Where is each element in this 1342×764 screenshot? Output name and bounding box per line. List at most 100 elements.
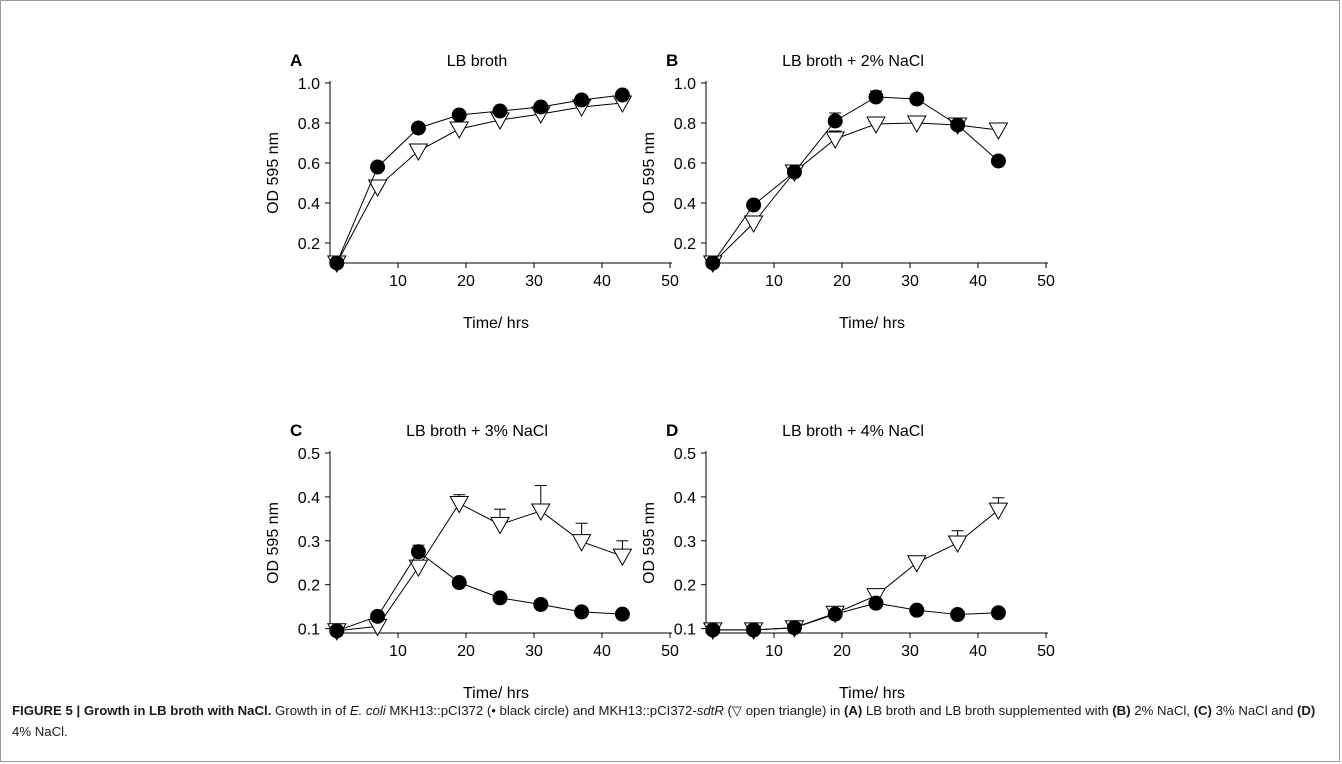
data-point-circle — [574, 604, 590, 620]
x-tick-label: 10 — [765, 273, 783, 290]
data-point-circle — [950, 607, 966, 623]
y-tick-label: 0.2 — [674, 578, 696, 595]
data-point-triangle — [530, 503, 551, 521]
x-tick-label: 30 — [525, 643, 543, 660]
data-point-circle — [827, 113, 843, 129]
x-tick-label: 50 — [1037, 273, 1055, 290]
y-tick-label: 0.5 — [298, 446, 320, 463]
y-tick-label: 0.3 — [298, 534, 320, 551]
data-point-circle — [370, 608, 386, 624]
x-tick-label: 50 — [661, 273, 679, 290]
x-tick-label: 40 — [593, 643, 611, 660]
data-point-circle — [533, 99, 549, 115]
series-line — [712, 122, 999, 264]
data-point-triangle — [408, 143, 429, 162]
caption-panel-ref: (A) — [843, 703, 863, 718]
x-tick-label: 30 — [901, 643, 919, 660]
y-tick-label: 0.5 — [674, 446, 696, 463]
data-point-circle — [990, 605, 1006, 621]
chart-panel-d: D LB broth + 4% NaCl 10 20 30 40 50 0.1 0.2 0.3 0.… — [641, 421, 1055, 700]
x-tick-label: 30 — [901, 273, 919, 290]
caption-panel-ref: (D) — [1296, 703, 1316, 718]
data-point-circle — [909, 91, 925, 107]
data-point-triangle — [367, 179, 388, 198]
x-tick-label: 10 — [389, 273, 407, 290]
series-filled-circle — [329, 87, 630, 271]
data-point-circle — [909, 602, 925, 618]
data-point-circle — [410, 120, 426, 136]
series-open-triangle-down — [702, 115, 1009, 274]
figure-caption: FIGURE 5 | Growth in LB broth with NaCl.… — [12, 700, 1330, 742]
chart-title: LB broth + 3% NaCl — [406, 423, 548, 440]
y-tick-label: 0.3 — [674, 534, 696, 551]
data-point-circle — [786, 620, 802, 636]
x-tick-label: 10 — [765, 643, 783, 660]
series-open-triangle-down — [326, 95, 633, 274]
x-tick-label: 20 — [833, 643, 851, 660]
y-axis-label: OD 595 nm — [265, 132, 282, 214]
data-point-circle — [533, 596, 549, 612]
data-point-circle — [705, 255, 721, 271]
data-point-triangle — [743, 215, 764, 234]
data-point-triangle — [866, 116, 886, 135]
x-tick-label: 20 — [833, 273, 851, 290]
y-tick-label: 0.8 — [674, 116, 696, 133]
y-tick-label: 1.0 — [674, 76, 696, 93]
y-tick-label: 0.2 — [298, 236, 320, 253]
caption-text: MKH13::pCI372 (• black circle) and MKH13… — [385, 703, 697, 718]
series-filled-circle — [705, 89, 1006, 271]
chart-panel-a: A LB broth 10 20 30 40 50 0.2 0.4 0.6 0.8 1.0 Time/ … — [265, 51, 679, 332]
y-tick-label: 0.2 — [674, 236, 696, 253]
data-point-circle — [990, 153, 1006, 169]
data-point-triangle — [449, 495, 470, 514]
data-point-triangle — [906, 115, 927, 134]
y-tick-label: 0.6 — [674, 156, 696, 173]
x-tick-label: 20 — [457, 643, 475, 660]
x-axis-label: Time/ hrs — [463, 685, 529, 700]
data-point-triangle — [906, 555, 927, 573]
caption-text: (▽ open triangle) in — [723, 703, 844, 718]
data-point-circle — [410, 544, 426, 560]
chart-title: LB broth + 2% NaCl — [782, 53, 924, 70]
data-point-triangle — [449, 121, 470, 140]
chart-title: LB broth — [447, 53, 507, 70]
data-point-circle — [329, 623, 345, 639]
data-point-triangle — [825, 131, 846, 150]
data-point-triangle — [571, 534, 592, 552]
series-line — [336, 94, 623, 264]
y-tick-label: 0.2 — [298, 578, 320, 595]
y-axis-label: OD 595 nm — [641, 132, 658, 214]
series-filled-circle — [705, 595, 1006, 638]
x-tick-label: 10 — [389, 643, 407, 660]
data-point-circle — [492, 103, 508, 119]
panel-letter: A — [290, 51, 302, 70]
x-tick-label: 50 — [1037, 643, 1055, 660]
x-axis-label: Time/ hrs — [839, 315, 905, 332]
panel-letter: D — [666, 421, 678, 440]
data-point-circle — [950, 117, 966, 133]
x-tick-label: 40 — [969, 273, 987, 290]
data-point-circle — [827, 606, 843, 622]
caption-panel-ref: (B) — [1112, 703, 1131, 718]
x-tick-label: 50 — [661, 643, 679, 660]
panel-letter: C — [290, 421, 302, 440]
panel-letter: B — [666, 51, 678, 70]
caption-species: E. coli — [349, 703, 386, 718]
data-point-circle — [746, 622, 762, 638]
y-tick-label: 0.6 — [298, 156, 320, 173]
chart-title: LB broth + 4% NaCl — [782, 423, 924, 440]
y-tick-label: 1.0 — [298, 76, 320, 93]
x-tick-label: 40 — [593, 273, 611, 290]
caption-text: 4% NaCl. — [12, 724, 68, 739]
y-tick-label: 0.4 — [674, 196, 696, 213]
data-point-circle — [705, 622, 721, 638]
data-point-circle — [786, 164, 802, 180]
data-point-circle — [370, 159, 386, 175]
y-tick-label: 0.4 — [298, 196, 320, 213]
data-point-circle — [614, 87, 630, 103]
series-filled-circle — [329, 544, 630, 639]
caption-gene: sdtR — [696, 703, 724, 718]
x-axis-label: Time/ hrs — [463, 315, 529, 332]
data-point-circle — [492, 590, 508, 606]
